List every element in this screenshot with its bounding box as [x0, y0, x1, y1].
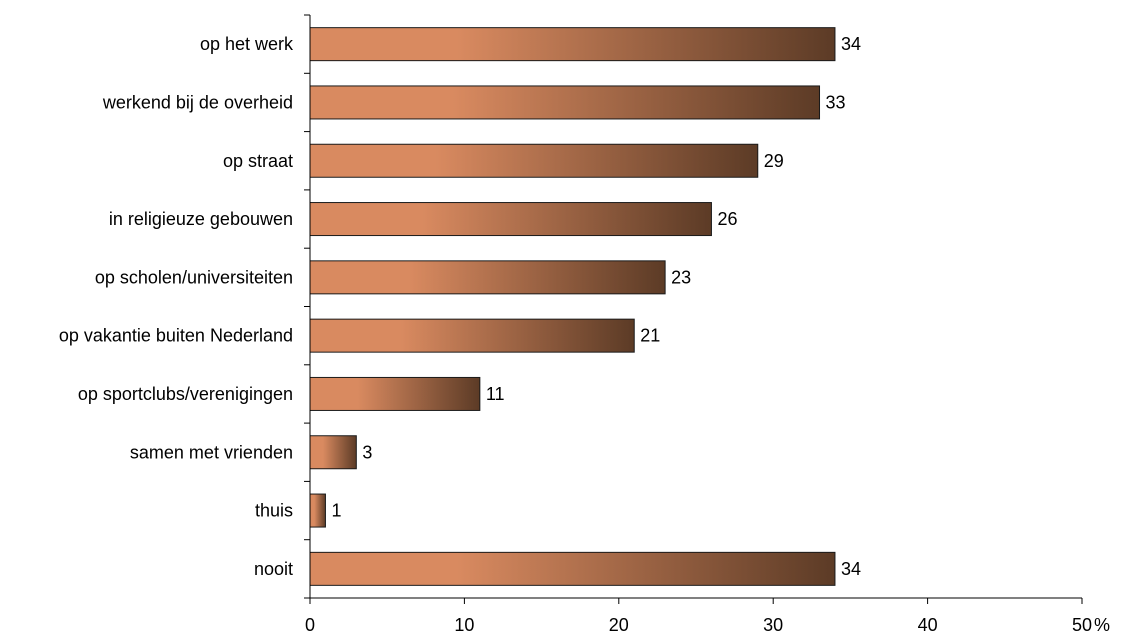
bar-7: [309, 435, 357, 470]
category-label-8: thuis: [255, 501, 293, 521]
value-label-8: 1: [331, 501, 341, 521]
category-label-2: op straat: [223, 151, 293, 171]
x-tick-label-3: 30: [763, 615, 783, 635]
category-label-1: werkend bij de overheid: [102, 92, 293, 112]
x-tick-label-0: 0: [305, 615, 315, 635]
x-tick-label-1: 10: [454, 615, 474, 635]
bar-3: [309, 202, 712, 237]
value-label-0: 34: [841, 34, 861, 54]
x-tick-label-5: 50: [1072, 615, 1092, 635]
value-label-5: 21: [640, 326, 660, 346]
x-unit-label: %: [1094, 615, 1110, 635]
bar-9: [309, 551, 836, 586]
category-label-6: op sportclubs/verenigingen: [78, 384, 293, 404]
category-label-5: op vakantie buiten Nederland: [59, 326, 293, 346]
value-label-4: 23: [671, 267, 691, 287]
category-label-4: op scholen/universiteiten: [95, 267, 293, 287]
value-label-1: 33: [826, 92, 846, 112]
category-label-0: op het werk: [200, 34, 294, 54]
bar-4: [309, 260, 666, 295]
value-label-9: 34: [841, 559, 861, 579]
value-label-7: 3: [362, 442, 372, 462]
bar-0: [309, 27, 836, 62]
value-label-3: 26: [717, 209, 737, 229]
bar-8: [309, 493, 326, 528]
category-label-3: in religieuze gebouwen: [109, 209, 293, 229]
category-label-7: samen met vrienden: [130, 442, 293, 462]
bar-6: [309, 376, 481, 411]
bar-5: [309, 318, 635, 353]
bar-1: [309, 85, 821, 120]
x-tick-label-2: 20: [609, 615, 629, 635]
x-tick-label-4: 40: [918, 615, 938, 635]
value-label-2: 29: [764, 151, 784, 171]
category-label-9: nooit: [254, 559, 293, 579]
value-label-6: 11: [486, 384, 505, 404]
bar-2: [309, 143, 759, 178]
